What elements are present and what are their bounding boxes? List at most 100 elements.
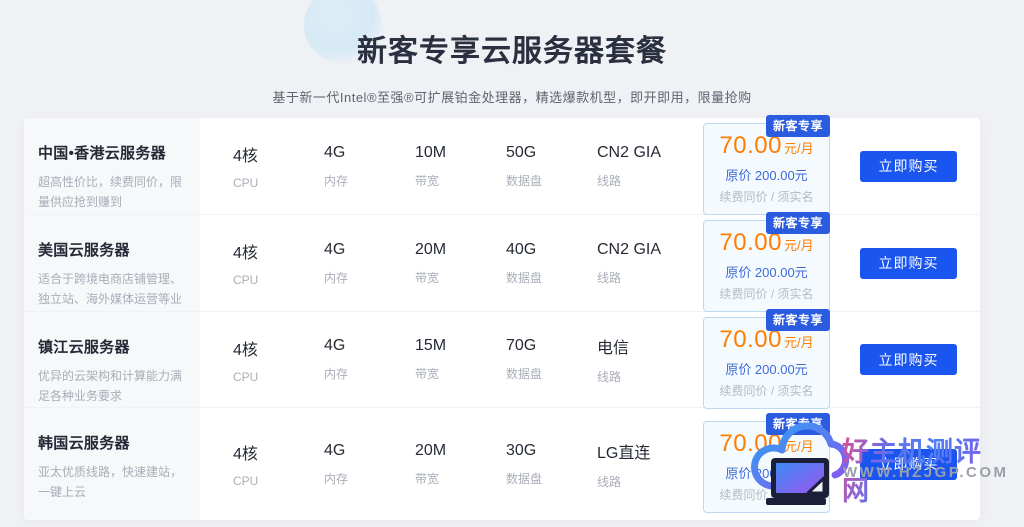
price-note: 续费同价 / 须实名	[719, 287, 814, 301]
spec-label: CPU	[233, 176, 259, 190]
price-unit: 元/月	[783, 141, 814, 156]
spec-value: 4核	[233, 446, 258, 463]
original-price: 原价 200.00元	[725, 265, 808, 280]
spec-label: 数据盘	[506, 173, 543, 188]
price-note: 续费同价 / 须实名	[719, 383, 814, 398]
buy-now-button[interactable]: 立即购买	[860, 344, 957, 375]
spec-columns: 4核 CPU 4G 内存 20M 带宽 40G 数据盘 CN2 GIA 线路	[200, 215, 688, 311]
spec-disk: 50G 数据盘	[506, 118, 597, 214]
spec-label: 线路	[597, 270, 622, 285]
buy-cell: 立即购买	[860, 312, 957, 407]
spec-bandwidth: 15M 带宽	[415, 312, 506, 407]
price-line: 70.00 元/月	[704, 230, 829, 259]
spec-cpu: 4核 CPU	[233, 312, 324, 407]
spec-value: 70G	[506, 337, 537, 354]
spec-label: 带宽	[415, 471, 440, 486]
spec-columns: 4核 CPU 4G 内存 10M 带宽 50G 数据盘 CN2 GIA 线路	[200, 118, 688, 214]
spec-value: 4G	[324, 240, 346, 258]
spec-value: 15M	[415, 337, 447, 354]
server-description: 亚太优质线路，快速建站，一键上云	[38, 465, 183, 499]
spec-memory: 4G 内存	[324, 118, 415, 214]
spec-label: 内存	[324, 367, 349, 381]
spec-value: CN2 GIA	[597, 143, 662, 161]
spec-memory: 4G 内存	[324, 408, 415, 520]
spec-value: 4核	[233, 245, 258, 262]
spec-value: LG直连	[597, 444, 651, 462]
spec-value: CN2 GIA	[597, 240, 662, 258]
buy-cell: 立即购买	[860, 215, 957, 311]
spec-value: 4G	[324, 143, 346, 161]
spec-label: 线路	[597, 173, 622, 188]
price-note: 续费同价 / 须实名	[719, 488, 814, 502]
spec-line: CN2 GIA 线路	[597, 118, 688, 214]
original-price: 原价 200.00元	[725, 466, 808, 481]
spec-value: 40G	[506, 240, 537, 258]
spec-label: CPU	[233, 369, 259, 384]
price-cell: 新客专享 70.00 元/月 原价 200.00元 续费同价 / 须实名	[703, 308, 830, 409]
price-box: 新客专享 70.00 元/月 原价 200.00元 续费同价 / 须实名	[703, 212, 830, 312]
new-customer-badge: 新客专享	[765, 308, 830, 331]
table-row: 美国云服务器 适合于跨境电商店铺管理、独立站、海外媒体运营等业务 4核 CPU …	[24, 212, 980, 326]
spec-disk: 70G 数据盘	[506, 312, 597, 407]
spec-line: 电信 线路	[597, 312, 688, 407]
decorative-circle	[304, 0, 382, 64]
spec-cpu: 4核 CPU	[233, 118, 324, 214]
spec-value: 电信	[597, 340, 630, 357]
page-title: 新客专享云服务器套餐	[357, 35, 667, 68]
spec-label: 数据盘	[506, 367, 543, 381]
spec-value: 4核	[233, 148, 258, 165]
server-description: 超高性价比，续费同价，限量供应抢到赚到	[38, 175, 183, 209]
spec-value: 30G	[506, 441, 537, 459]
spec-label: 内存	[324, 471, 349, 486]
page-header: 新客专享云服务器套餐 基于新一代Intel®至强®可扩展铂金处理器，精选爆款机型…	[0, 26, 1024, 106]
price-box: 新客专享 70.00 元/月 原价 200.00元 续费同价 / 须实名	[703, 115, 830, 215]
table-row: 中国•香港云服务器 超高性价比，续费同价，限量供应抢到赚到 4核 CPU 4G …	[24, 115, 980, 215]
table-row: 韩国云服务器 亚太优质线路，快速建站，一键上云 4核 CPU 4G 内存 20M…	[24, 408, 980, 520]
buy-now-button[interactable]: 立即购买	[860, 448, 957, 480]
spec-value: 4G	[324, 337, 346, 354]
price-unit: 元/月	[783, 334, 814, 350]
spec-value: 4核	[233, 341, 258, 359]
spec-label: 带宽	[415, 367, 440, 381]
buy-now-button[interactable]: 立即购买	[860, 150, 957, 182]
spec-label: 带宽	[415, 270, 440, 285]
server-name: 美国云服务器	[38, 242, 130, 259]
server-name-cell: 美国云服务器 适合于跨境电商店铺管理、独立站、海外媒体运营等业务	[24, 215, 200, 326]
spec-line: CN2 GIA 线路	[597, 215, 688, 311]
price-box: 新客专享 70.00 元/月 原价 200.00元 续费同价 / 须实名	[703, 413, 830, 513]
server-name-cell: 中国•香港云服务器 超高性价比，续费同价，限量供应抢到赚到	[24, 118, 200, 214]
spec-label: CPU	[233, 273, 259, 287]
new-customer-badge: 新客专享	[765, 212, 830, 234]
spec-label: 内存	[324, 173, 349, 188]
page-subtitle: 基于新一代Intel®至强®可扩展铂金处理器，精选爆款机型，即开即用，限量抢购	[272, 90, 752, 105]
spec-disk: 40G 数据盘	[506, 215, 597, 311]
price-cell: 新客专享 70.00 元/月 原价 200.00元 续费同价 / 须实名	[703, 408, 830, 520]
price-line: 70.00 元/月	[704, 431, 829, 460]
spec-memory: 4G 内存	[324, 215, 415, 311]
spec-label: 线路	[597, 370, 622, 384]
server-name: 中国•香港云服务器	[38, 145, 166, 162]
pricing-table: 中国•香港云服务器 超高性价比，续费同价，限量供应抢到赚到 4核 CPU 4G …	[24, 115, 980, 520]
spec-columns: 4核 CPU 4G 内存 20M 带宽 30G 数据盘 LG直连 线路	[200, 408, 688, 520]
buy-cell: 立即购买	[860, 118, 957, 214]
server-name: 韩国云服务器	[38, 435, 130, 452]
spec-value: 20M	[415, 240, 447, 258]
spec-columns: 4核 CPU 4G 内存 15M 带宽 70G 数据盘 电信 线路	[200, 312, 688, 407]
spec-cpu: 4核 CPU	[233, 215, 324, 311]
server-name-cell: 镇江云服务器 优异的云架构和计算能力满足各种业务要求	[24, 312, 200, 407]
spec-label: 数据盘	[506, 471, 543, 486]
buy-now-button[interactable]: 立即购买	[860, 247, 957, 279]
spec-value: 20M	[415, 441, 447, 459]
price-unit: 元/月	[783, 439, 814, 454]
spec-disk: 30G 数据盘	[506, 408, 597, 520]
price-box: 新客专享 70.00 元/月 原价 200.00元 续费同价 / 须实名	[703, 308, 830, 409]
spec-cpu: 4核 CPU	[233, 408, 324, 520]
server-name: 镇江云服务器	[38, 339, 130, 356]
new-customer-badge: 新客专享	[765, 413, 830, 435]
price-line: 70.00 元/月	[704, 133, 829, 162]
spec-bandwidth: 20M 带宽	[415, 408, 506, 520]
spec-bandwidth: 10M 带宽	[415, 118, 506, 214]
spec-label: 内存	[324, 270, 349, 285]
buy-cell: 立即购买	[860, 408, 957, 520]
spec-value: 50G	[506, 143, 537, 161]
